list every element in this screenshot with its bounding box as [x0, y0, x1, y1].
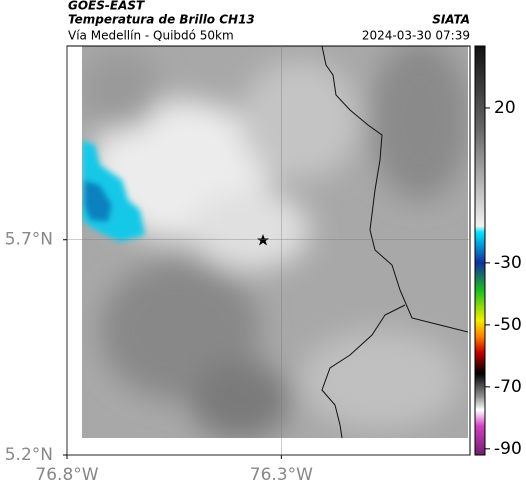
subtitle: Temperatura de Brillo CH13 [68, 13, 255, 27]
region: Vía Medellín - Quibdó 50km [68, 29, 234, 43]
source: SIATA [432, 13, 470, 27]
imagery [82, 46, 468, 438]
colorbar [474, 45, 486, 456]
colorbar-tick-label: -70 [494, 377, 522, 397]
x-tick-label: 76.3°W [250, 465, 313, 485]
y-tick-label: 5.2°N [5, 445, 53, 465]
x-tick-label: 76.8°W [35, 465, 98, 485]
y-tick-label: 5.7°N [5, 230, 53, 250]
colorbar-tick-label: -30 [494, 253, 522, 273]
colorbar-tick-label: -50 [494, 315, 522, 335]
colorbar-tick-label: -90 [494, 439, 522, 459]
title: GOES-EAST [68, 0, 145, 13]
colorbar-tick-label: 20 [494, 98, 516, 118]
timestamp: 2024-03-30 07:39 [362, 29, 470, 43]
